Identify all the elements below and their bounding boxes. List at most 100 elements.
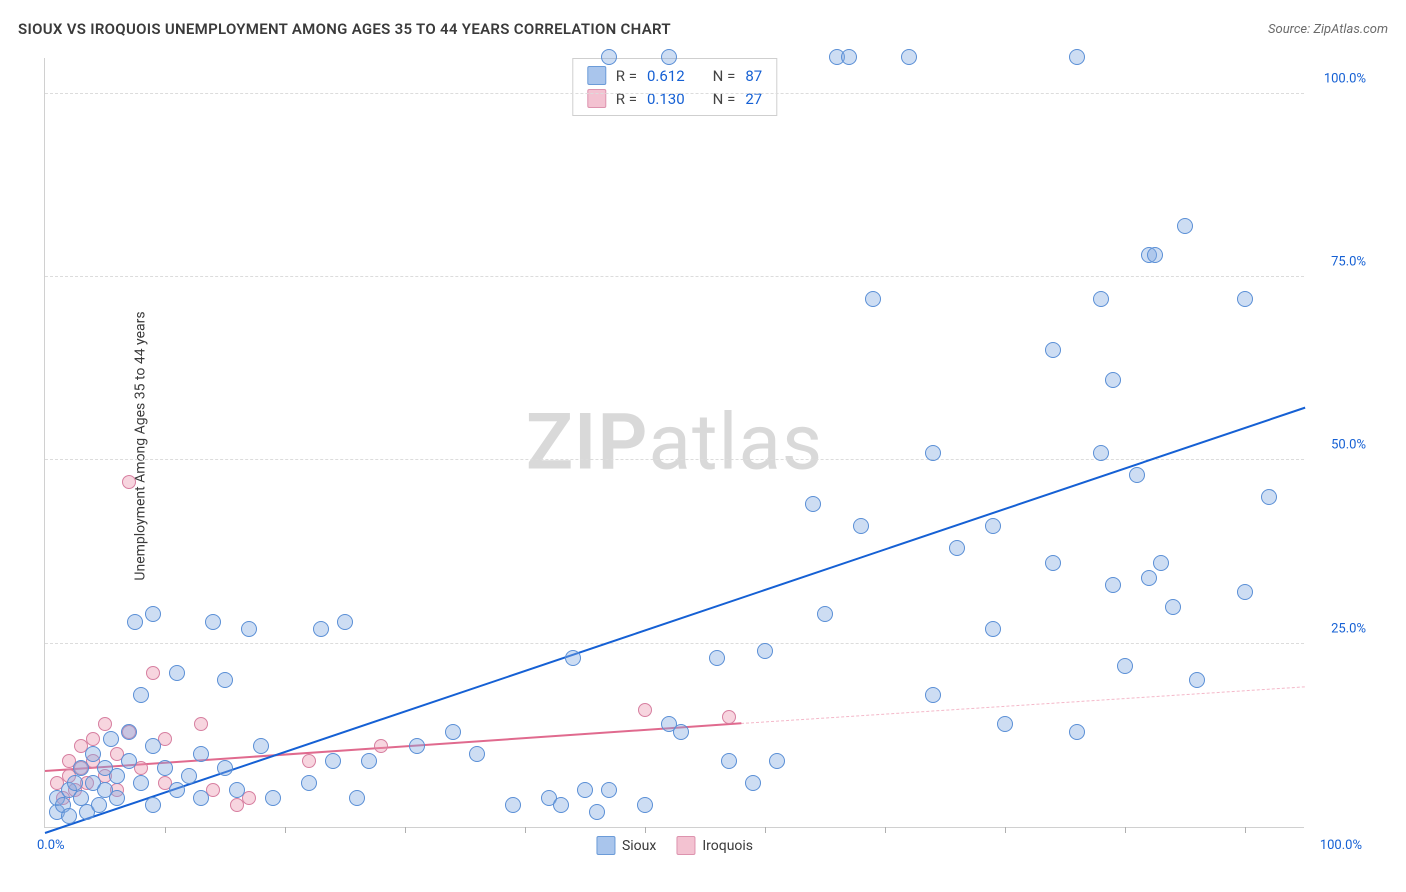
sioux-data-point — [709, 650, 725, 666]
sioux-stats-row: R = 0.612 N = 87 — [587, 64, 762, 87]
sioux-data-point — [103, 731, 119, 747]
sioux-data-point — [181, 768, 197, 784]
x-axis-tick — [1005, 827, 1006, 833]
y-axis-tick-label: 50.0% — [1331, 438, 1366, 453]
x-axis-tick — [1245, 827, 1246, 833]
gridline — [45, 459, 1304, 460]
sioux-data-point — [1105, 372, 1121, 388]
iroquois-swatch-icon — [676, 836, 695, 855]
sioux-data-point — [1147, 247, 1163, 263]
sioux-data-point — [145, 738, 161, 754]
sioux-data-point — [73, 760, 89, 776]
sioux-data-point — [157, 760, 173, 776]
sioux-data-point — [757, 643, 773, 659]
x-axis-tick — [525, 827, 526, 833]
sioux-data-point — [325, 753, 341, 769]
sioux-data-point — [169, 665, 185, 681]
sioux-data-point — [577, 782, 593, 798]
x-axis-tick — [285, 827, 286, 833]
sioux-data-point — [997, 716, 1013, 732]
sioux-data-point — [601, 782, 617, 798]
sioux-data-point — [127, 614, 143, 630]
sioux-data-point — [1261, 489, 1277, 505]
y-axis-tick-label: 100.0% — [1324, 71, 1366, 86]
sioux-data-point — [1141, 570, 1157, 586]
x-axis-tick — [885, 827, 886, 833]
y-axis-tick-label: 75.0% — [1331, 255, 1366, 270]
source-attribution: Source: ZipAtlas.com — [1268, 22, 1388, 37]
sioux-data-point — [361, 753, 377, 769]
sioux-data-point — [133, 775, 149, 791]
sioux-data-point — [121, 753, 137, 769]
sioux-data-point — [145, 606, 161, 622]
sioux-data-point — [841, 49, 857, 65]
sioux-data-point — [1105, 577, 1121, 593]
sioux-data-point — [1045, 342, 1061, 358]
iroquois-trend-extrapolated — [741, 687, 1305, 725]
sioux-data-point — [313, 621, 329, 637]
sioux-data-point — [865, 291, 881, 307]
sioux-data-point — [121, 724, 137, 740]
sioux-data-point — [637, 797, 653, 813]
iroquois-data-point — [122, 475, 136, 489]
sioux-data-point — [1153, 555, 1169, 571]
iroquois-data-point — [302, 754, 316, 768]
sioux-data-point — [1117, 658, 1133, 674]
x-axis-tick — [645, 827, 646, 833]
sioux-data-point — [769, 753, 785, 769]
legend-iroquois: Iroquois — [676, 836, 753, 855]
x-axis-tick — [165, 827, 166, 833]
sioux-swatch-icon — [596, 836, 615, 855]
sioux-data-point — [265, 790, 281, 806]
gridline — [45, 276, 1304, 277]
sioux-data-point — [337, 614, 353, 630]
sioux-data-point — [253, 738, 269, 754]
sioux-data-point — [721, 753, 737, 769]
sioux-data-point — [925, 445, 941, 461]
sioux-data-point — [91, 797, 107, 813]
sioux-data-point — [1093, 445, 1109, 461]
x-axis-min-label: 0.0% — [37, 838, 65, 853]
sioux-data-point — [1093, 291, 1109, 307]
x-axis-tick — [1125, 827, 1126, 833]
sioux-data-point — [1045, 555, 1061, 571]
sioux-data-point — [169, 782, 185, 798]
iroquois-stats-row: R = 0.130 N = 27 — [587, 87, 762, 110]
sioux-data-point — [985, 518, 1001, 534]
sioux-data-point — [145, 797, 161, 813]
sioux-data-point — [1237, 584, 1253, 600]
sioux-data-point — [61, 808, 77, 824]
chart-title: SIOUX VS IROQUOIS UNEMPLOYMENT AMONG AGE… — [18, 20, 671, 38]
sioux-data-point — [469, 746, 485, 762]
sioux-data-point — [217, 760, 233, 776]
correlation-stats-box: R = 0.612 N = 87 R = 0.130 N = 27 — [572, 58, 777, 116]
sioux-data-point — [1237, 291, 1253, 307]
sioux-data-point — [553, 797, 569, 813]
gridline — [45, 93, 1304, 94]
sioux-trend-line — [45, 407, 1306, 834]
sioux-data-point — [445, 724, 461, 740]
sioux-data-point — [409, 738, 425, 754]
sioux-data-point — [985, 621, 1001, 637]
iroquois-data-point — [146, 666, 160, 680]
sioux-data-point — [67, 775, 83, 791]
sioux-data-point — [133, 687, 149, 703]
sioux-data-point — [853, 518, 869, 534]
iroquois-data-point — [638, 703, 652, 717]
watermark: ZIPatlas — [526, 397, 823, 488]
sioux-data-point — [109, 768, 125, 784]
sioux-data-point — [589, 804, 605, 820]
x-axis-tick — [405, 827, 406, 833]
sioux-data-point — [301, 775, 317, 791]
sioux-data-point — [1165, 599, 1181, 615]
iroquois-data-point — [86, 732, 100, 746]
sioux-data-point — [205, 614, 221, 630]
sioux-data-point — [1069, 49, 1085, 65]
sioux-data-point — [109, 790, 125, 806]
sioux-data-point — [1129, 467, 1145, 483]
sioux-data-point — [745, 775, 761, 791]
sioux-data-point — [817, 606, 833, 622]
sioux-data-point — [901, 49, 917, 65]
sioux-data-point — [1069, 724, 1085, 740]
sioux-swatch-icon — [587, 66, 606, 85]
